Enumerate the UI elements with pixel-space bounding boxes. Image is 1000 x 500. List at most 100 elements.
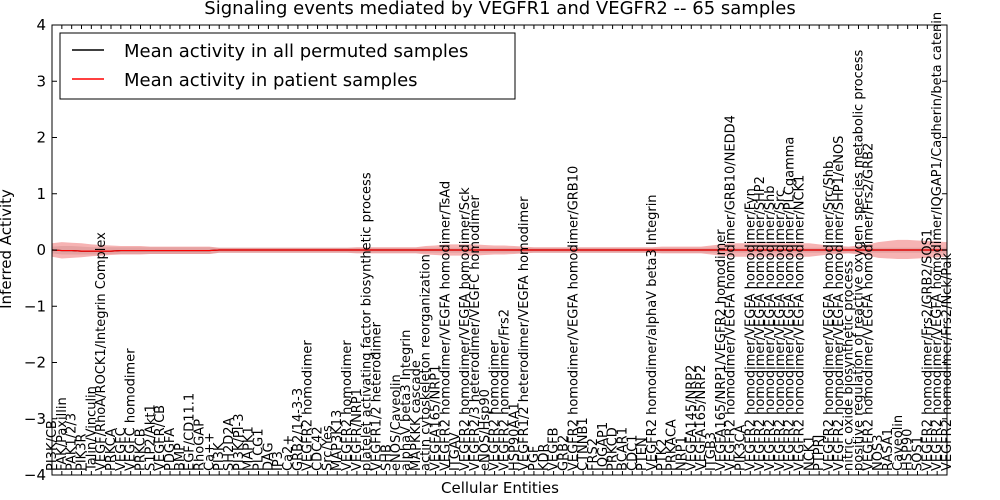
y-tick-label: 3 xyxy=(36,72,46,90)
category-label: BMP xyxy=(173,443,188,471)
category-label: SHB xyxy=(379,444,394,471)
category-label: VEGFR2 homodimer/VEGFA homodimer/Sck xyxy=(458,187,473,471)
series-line-patient xyxy=(51,249,947,252)
category-label: VEGFR2 homodimer/VEGFA homodimer/PLCgamm… xyxy=(783,137,798,471)
category-label: VEGFR2 homodimer/VEGFA homodimer/GRB10 xyxy=(566,166,581,471)
category-label: IQGAP1 xyxy=(596,422,611,471)
y-tick-label: −1 xyxy=(24,297,46,315)
y-tick-label: 2 xyxy=(36,129,46,147)
category-label: nitric oxide biosynthetic process xyxy=(842,261,857,471)
category-label: VEGFC xyxy=(114,427,129,471)
category-label: VEGFR2 homodimer/VEGFA homodimer/Shb xyxy=(763,186,778,471)
category-label: VEGFR2 homodimer/VEGFA homodimer/TsAd xyxy=(438,181,453,471)
category-label: eNOS/Hsp90 xyxy=(478,389,493,471)
legend-label-patient: Mean activity in patient samples xyxy=(124,70,418,91)
category-label: PI3K/PI-3 xyxy=(232,414,247,471)
legend-box xyxy=(59,32,516,100)
chart-title: Signaling events mediated by VEGFR1 and … xyxy=(204,0,795,19)
category-label: PTPRJ xyxy=(812,435,827,472)
y-tick-label: −4 xyxy=(24,466,46,484)
category-label: NCK1 xyxy=(802,435,817,471)
category-label: PLCG1 xyxy=(252,428,267,471)
category-label: VEGFA145/NRP2 xyxy=(684,365,699,471)
y-tick-label: 0 xyxy=(36,241,46,259)
category-label: Talin/Vinculin xyxy=(84,386,99,472)
category-label: IP3 xyxy=(271,451,286,471)
category-label: MAP3K13 xyxy=(330,410,345,471)
category-label: EGF/CD11.1 xyxy=(183,393,198,471)
category-label: VEGFA165/NRP1/VEGFR2 homodimer xyxy=(714,229,729,471)
category-label: PRKCB xyxy=(134,428,149,471)
category-label: VEGFR/NRP1 xyxy=(350,388,365,471)
category-label: VEGFR1/2 heterodimer xyxy=(370,321,385,471)
category-label: FRS2 xyxy=(586,438,601,471)
category-label: VEGFR2 homodimer/VEGFA homodimer/Src xyxy=(773,190,788,471)
category-label: VEGFA165/NRP1 xyxy=(429,365,444,471)
x-ticks xyxy=(51,25,948,475)
category-label: CDC1 xyxy=(625,435,640,471)
category-label: VEGFR2 homodimer/alphaV beta3 Integrin xyxy=(645,194,660,471)
category-label: PTK2 xyxy=(655,438,670,471)
category-label: MAPK1 xyxy=(242,426,257,471)
category-label: HSP90 xyxy=(901,429,916,471)
category-label: GRB2 xyxy=(556,435,571,471)
category-label: VEGFR2 homodimer xyxy=(301,340,316,471)
category-label: alphaV beta3 Integrin xyxy=(399,330,414,471)
category-label: PDGFA xyxy=(163,428,178,471)
category-label: VEGFR2/3 heterodimer/VEGFC homodimer xyxy=(468,194,483,471)
category-label: NRP1 xyxy=(674,436,689,471)
category-label: VEGFR2 homodimer xyxy=(340,340,355,471)
legend: Mean activity in all permuted samples Me… xyxy=(59,32,516,100)
category-label: VEGFR2 homodimer/VEGFA homodimer/NCK1 xyxy=(792,175,807,471)
category-label: PTEN xyxy=(635,437,650,471)
category-label: BCAR1 xyxy=(615,427,630,471)
category-label: Ca2+ xyxy=(281,435,296,471)
category-label: MAPKKK cascade xyxy=(409,360,424,471)
category-label: PI3K xyxy=(212,442,227,471)
category-label: HSP90AA1 xyxy=(507,402,522,471)
category-label: VEGFR2 homodimer/VEGFA homodimer/Fyn xyxy=(743,188,758,471)
category-labels: PI3K/CBFAK/PaxillinPAK1/2/3PIK3RTalin/Vi… xyxy=(45,12,955,472)
category-label: PIK3CA xyxy=(733,424,748,471)
category-label: VEGF/RhoA/ROCK1/Integrin Complex xyxy=(94,232,109,471)
category-label: eNOS/Caveolin xyxy=(389,374,404,471)
category-label: VEGFR2 homodimer/VEGFA homodimer/GRB10/N… xyxy=(724,115,739,471)
y-tick-label: −3 xyxy=(24,410,46,428)
category-label: GRB2/14-3-3 xyxy=(291,388,306,471)
category-label: CTNNB1 xyxy=(576,417,591,471)
category-label: VEGFR2 homodimer/VEGFA homodimer/IQGAP1/… xyxy=(930,12,945,471)
category-label: DAG xyxy=(261,442,276,471)
category-label: PRKCA xyxy=(104,428,119,471)
category-label: FAK/Paxillin xyxy=(55,397,70,471)
category-label: SOS1 xyxy=(910,436,925,471)
category-label: VEGFR/CB xyxy=(153,405,168,471)
category-label: PRKACA xyxy=(665,419,680,471)
category-label: PRKCD xyxy=(606,427,621,471)
category-label: VEGFR1/2 heterodimer/VEGFA homodimer xyxy=(517,196,532,471)
category-label: VEGFR2 homodimer xyxy=(488,340,503,471)
category-label: VEGFA165/NRP2 xyxy=(694,365,709,471)
category-label: platelet activating factor biosynthetic … xyxy=(360,172,375,471)
plot-frame xyxy=(51,24,948,476)
category-label: S1P2/Akt1 xyxy=(143,404,158,471)
category-label: SH2D2A xyxy=(222,417,237,471)
category-label: Ca++ xyxy=(202,432,217,471)
category-label: VEGFR2 homodimer/VEGFA homodimer/Frs2/GR… xyxy=(861,143,876,471)
category-label: PIK3R xyxy=(75,433,90,471)
y-tick-label: −2 xyxy=(24,354,46,372)
category-label: NOS3 xyxy=(871,435,886,471)
category-label: RhoGAP xyxy=(193,419,208,471)
category-label: PAK1/2/3 xyxy=(65,413,80,471)
category-label: Caveolin xyxy=(891,415,906,471)
series-lines xyxy=(51,249,947,252)
y-axis-label: Inferred Activity xyxy=(0,189,15,309)
category-label: positive regulation of reactive oxygen s… xyxy=(851,49,866,471)
y-ticks: −4 −3 −2 −1 0 1 2 3 4 xyxy=(24,16,947,484)
category-label: PGF xyxy=(527,446,542,471)
legend-label-permuted: Mean activity in all permuted samples xyxy=(124,41,468,62)
category-label: VEGFR2 homodimer/VEGFA homodimer/SHP1/eN… xyxy=(832,136,847,471)
category-label: VEGFR2 homodimer/VEGFA homodimer/SHP2 xyxy=(753,176,768,471)
category-label: RASA1 xyxy=(881,428,896,471)
category-label: Src/Yes xyxy=(320,425,335,471)
